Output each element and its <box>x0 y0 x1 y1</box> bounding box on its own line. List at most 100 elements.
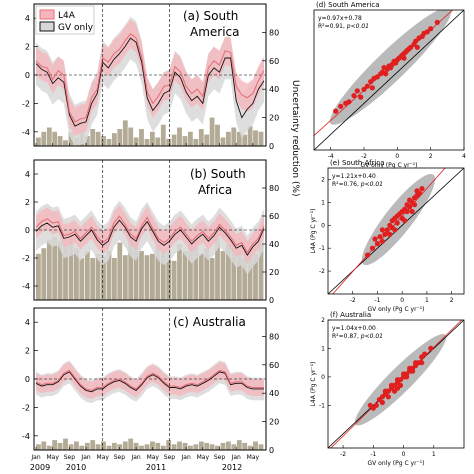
panel-c-lines <box>35 369 264 393</box>
bar-uncertainty-33 <box>215 124 220 146</box>
bar-uncertainty-38 <box>242 258 248 300</box>
scatter-point-10 <box>374 74 380 80</box>
x-tick-label: Sep <box>64 454 76 461</box>
scatter-plot-area <box>328 320 464 448</box>
year-label: 2010 <box>66 463 86 472</box>
bar-uncertainty-19 <box>139 129 144 146</box>
bar-uncertainty-38 <box>242 134 248 146</box>
scatter-x-tick-label: -1 <box>370 451 376 458</box>
scatter-x-tick-label: 1 <box>432 451 436 458</box>
x-tick-label: May <box>97 454 110 461</box>
bar-uncertainty-10 <box>90 129 96 146</box>
bar-uncertainty-34 <box>220 442 226 450</box>
bar-uncertainty-6 <box>68 444 74 450</box>
scatter-point-33 <box>379 227 385 233</box>
bar-uncertainty-3 <box>52 131 58 146</box>
scatter-point-19 <box>404 374 410 380</box>
bar-uncertainty-25 <box>171 444 177 450</box>
y-tick-label: 2 <box>25 43 30 52</box>
bar-uncertainty-32 <box>209 444 215 450</box>
scatter-point-29 <box>382 388 388 394</box>
bar-uncertainty-17 <box>128 438 134 450</box>
band-l4a <box>36 19 264 137</box>
bar-uncertainty-25 <box>171 134 177 146</box>
scatter-point-25 <box>416 190 423 196</box>
scatter-point-3 <box>377 234 383 240</box>
y2-tick-label: 20 <box>269 418 279 427</box>
scatter-point-28 <box>408 44 414 50</box>
y2-tick-label: 0 <box>269 296 274 305</box>
bar-uncertainty-17 <box>128 237 134 300</box>
bar-uncertainty-28 <box>188 131 193 146</box>
y2-tick-label: 60 <box>269 212 279 221</box>
scatter-x-tick-label: 1 <box>425 297 429 304</box>
scatter-point-19 <box>407 204 413 210</box>
scatter-point-1 <box>373 402 379 408</box>
y-tick-label: -4 <box>22 128 30 137</box>
year-label: 2011 <box>146 463 166 472</box>
bar-uncertainty-22 <box>155 442 161 450</box>
bar-uncertainty-15 <box>117 129 123 146</box>
scatter-point-7 <box>385 394 391 400</box>
bar-uncertainty-16 <box>122 120 128 146</box>
panel-b-bands <box>34 200 266 275</box>
scatter-title: (e) South Africa <box>330 159 385 167</box>
bar-uncertainty-19 <box>139 445 144 450</box>
scatter-x-label: GV only (Pg C yr⁻¹) <box>361 162 418 169</box>
bar-uncertainty-26 <box>177 244 182 300</box>
y2-tick-label: 40 <box>269 85 279 94</box>
panel-a-title-2: America <box>190 25 240 39</box>
line-gv <box>35 219 265 257</box>
bar-uncertainty-28 <box>188 241 193 300</box>
scatter-y-tick-label: 1 <box>321 345 325 352</box>
bar-uncertainty-24 <box>166 440 172 450</box>
bar-uncertainty-37 <box>236 440 242 450</box>
line-l4a <box>35 33 265 123</box>
scatter-point-38 <box>369 85 375 91</box>
scatter-y-tick-label: 0 <box>321 222 325 229</box>
scatter-x-label: GV only (Pg C yr⁻¹) <box>368 460 425 467</box>
x-tick-label: May <box>147 454 160 461</box>
y-tick-label: 4 <box>25 170 30 179</box>
bar-uncertainty-31 <box>204 442 210 450</box>
bar-uncertainty-14 <box>112 258 117 300</box>
year-label: 2009 <box>30 463 50 472</box>
bar-uncertainty-4 <box>57 241 63 300</box>
x-tick-label: May <box>247 454 260 461</box>
band-l4a <box>36 204 264 264</box>
scatter-point-32 <box>392 227 398 233</box>
y2-tick-label: 0 <box>269 142 274 151</box>
fit-p: p<0.01 <box>346 23 369 30</box>
bar-uncertainty-8 <box>79 445 85 450</box>
bar-uncertainty-4 <box>57 136 63 146</box>
x-tick-label: Jan <box>30 454 40 461</box>
y-tick-label: 4 <box>25 14 30 23</box>
scatter-point-40 <box>401 55 407 61</box>
scatter-point-27 <box>372 236 378 242</box>
bar-uncertainty-13 <box>106 445 112 450</box>
panel-b-lines <box>35 215 265 257</box>
scatter-point-34 <box>424 29 430 35</box>
scatter-y-tick-label: -1 <box>319 402 325 409</box>
bar-uncertainty-40 <box>253 441 258 450</box>
right-axis-label: Uncertainty reduction (%) <box>290 80 300 197</box>
scatter-point-41 <box>414 44 420 50</box>
year-label: 2012 <box>222 463 242 472</box>
bar-uncertainty-27 <box>182 251 188 300</box>
bar-uncertainty-35 <box>226 441 231 450</box>
bar-uncertainty-36 <box>231 444 237 450</box>
y2-tick-label: 20 <box>269 114 279 123</box>
bar-uncertainty-13 <box>106 251 112 300</box>
bar-uncertainty-28 <box>188 445 193 450</box>
bar-uncertainty-29 <box>193 138 199 146</box>
band-gv <box>36 16 264 146</box>
bar-uncertainty-21 <box>150 131 155 146</box>
bar-uncertainty-22 <box>155 245 161 300</box>
bar-uncertainty-23 <box>160 124 166 146</box>
scatter-point-8 <box>368 79 374 85</box>
scatter-y-tick-label: 2 <box>321 317 325 324</box>
scatter-point-39 <box>383 71 389 77</box>
bar-uncertainty-9 <box>84 442 90 450</box>
fit-equation: y=1.04x+0.00 <box>332 325 376 332</box>
